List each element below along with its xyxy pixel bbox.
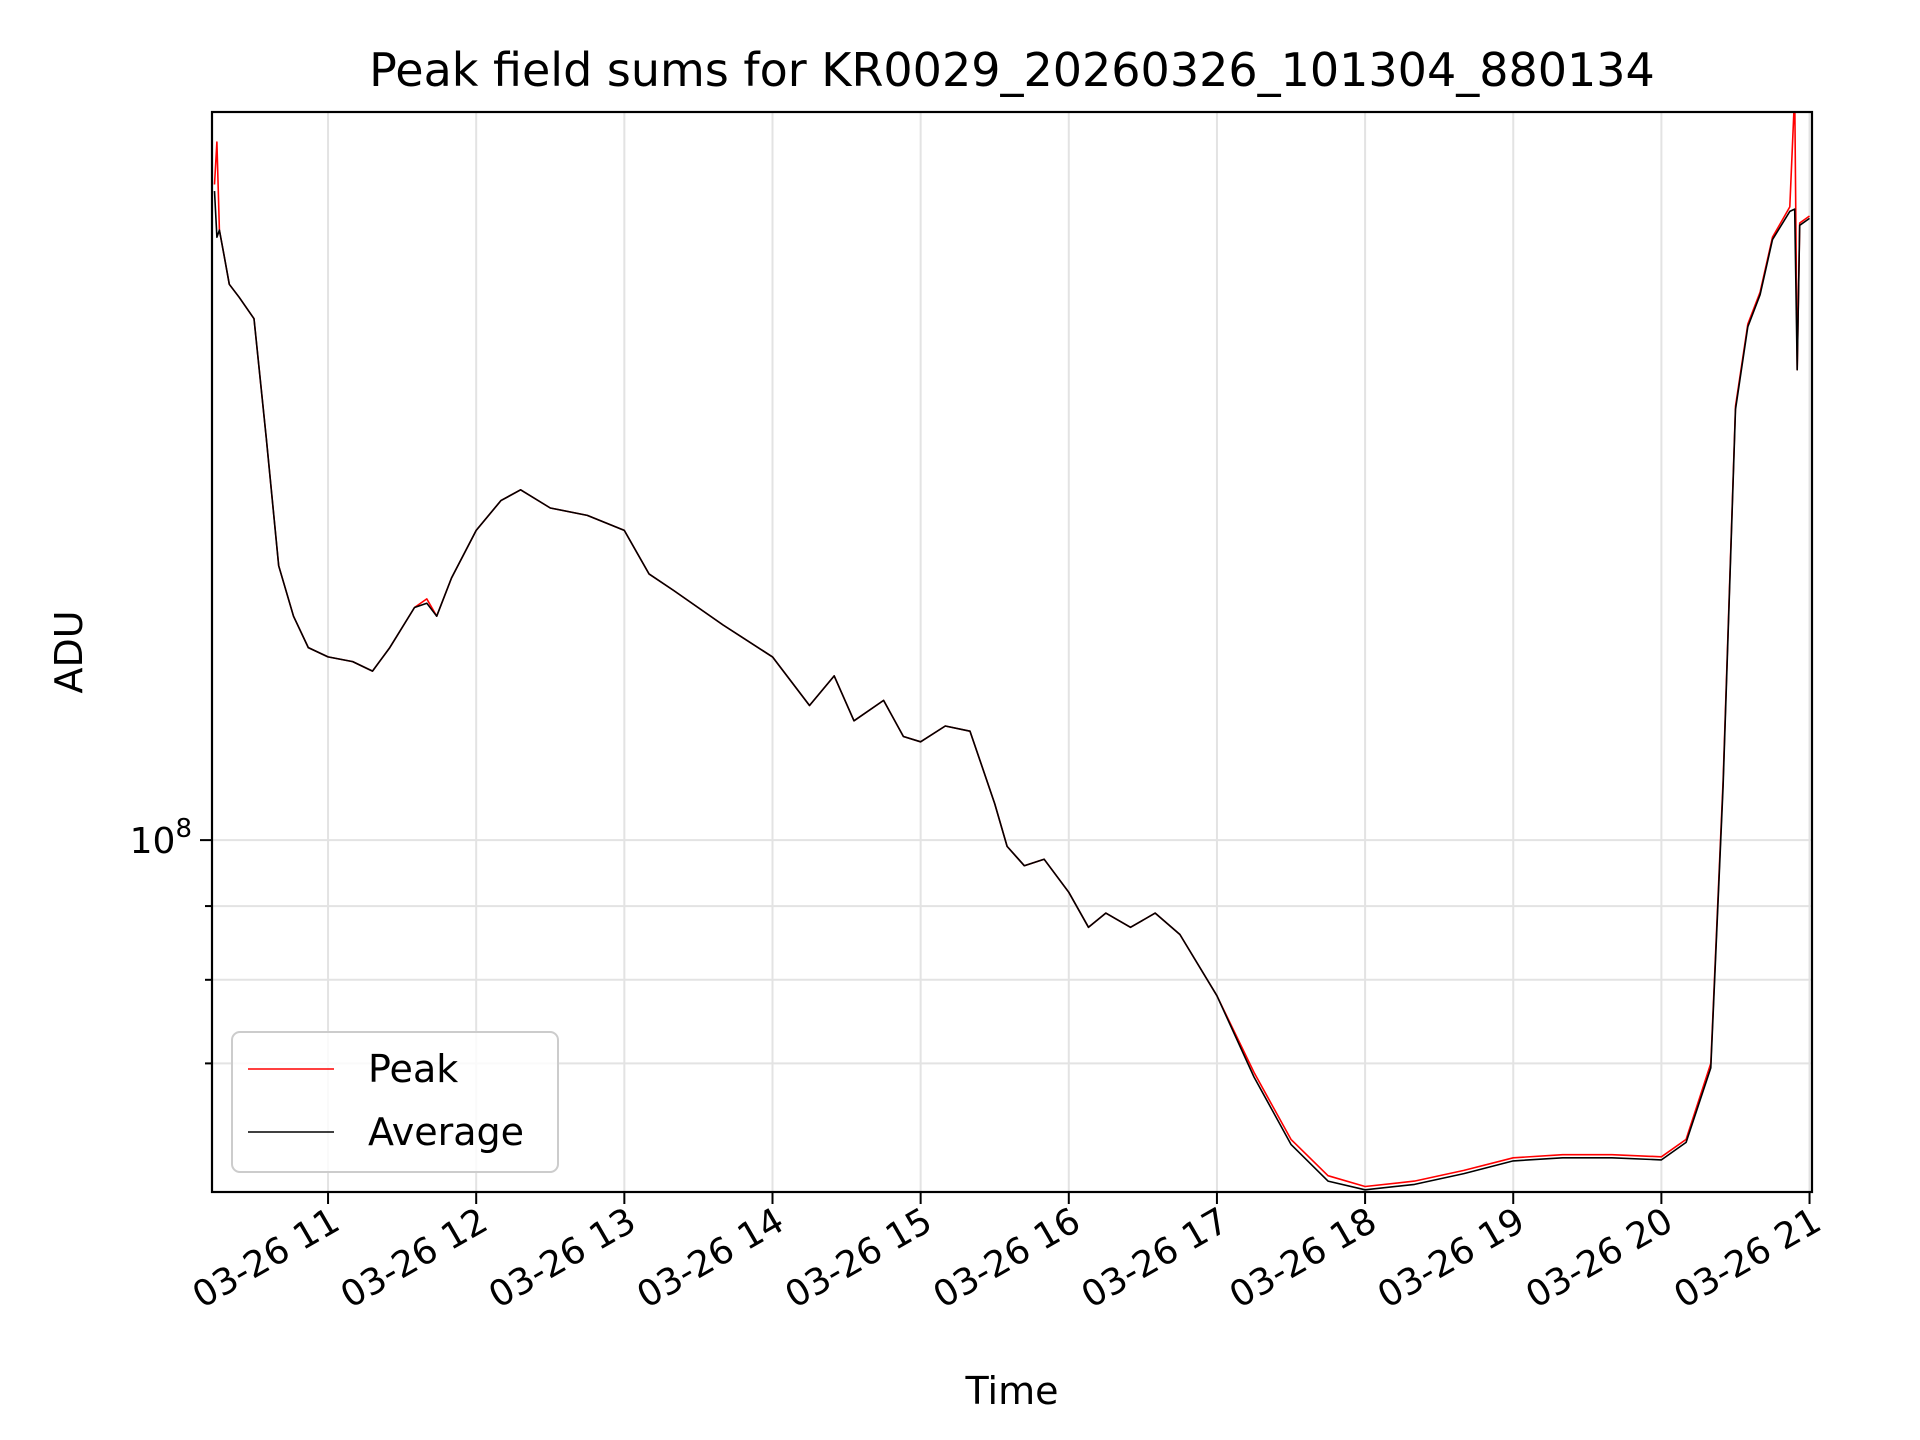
grid — [212, 112, 1812, 1192]
plot-frame — [210, 110, 1814, 1194]
x-tick-label: 03-26 16 — [927, 1200, 1088, 1316]
x-tick-label: 03-26 20 — [1519, 1200, 1680, 1316]
y-tick-exponent: 8 — [175, 814, 192, 844]
y-axis: 108 — [130, 814, 212, 1065]
legend-label-peak: Peak — [368, 1047, 458, 1091]
x-tick-label: 03-26 21 — [1667, 1200, 1828, 1316]
legend: Peak Average — [231, 1031, 559, 1173]
x-axis-label: Time — [965, 1369, 1059, 1413]
y-tick-base: 10 — [130, 821, 176, 862]
x-tick-label: 03-26 19 — [1371, 1200, 1532, 1316]
x-tick-label: 03-26 12 — [334, 1200, 495, 1316]
legend-box — [231, 1031, 559, 1173]
series-line-average — [213, 191, 1810, 1191]
series-line-peak — [213, 112, 1810, 1188]
y-axis-label: ADU — [47, 610, 91, 693]
x-tick-label: 03-26 13 — [482, 1200, 643, 1316]
x-tick-label: 03-26 11 — [186, 1200, 347, 1316]
legend-label-average: Average — [368, 1110, 524, 1154]
x-tick-label: 03-26 15 — [778, 1200, 939, 1316]
x-tick-label: 03-26 17 — [1075, 1200, 1236, 1316]
y-tick-label: 108 — [130, 814, 192, 862]
x-tick-label: 03-26 18 — [1223, 1200, 1384, 1316]
plot-lines — [213, 112, 1810, 1191]
x-tick-label: 03-26 14 — [630, 1200, 791, 1316]
chart-title: Peak field sums for KR0029_20260326_1013… — [369, 43, 1655, 97]
